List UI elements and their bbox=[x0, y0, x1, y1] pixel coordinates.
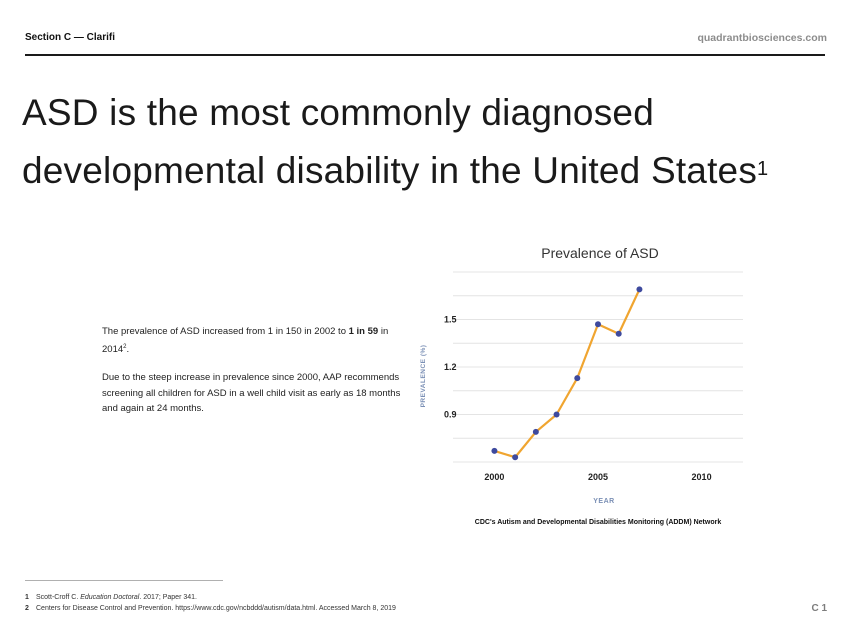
page-number: C 1 bbox=[811, 603, 827, 614]
y-tick-label: 0.9 bbox=[444, 410, 457, 420]
y-tick-label: 1.5 bbox=[444, 315, 457, 325]
series-markers bbox=[491, 286, 643, 461]
chart-title: Prevalence of ASD bbox=[541, 245, 659, 261]
chart-grid bbox=[453, 271, 743, 463]
x-tick-label: 2005 bbox=[588, 472, 608, 482]
data-point bbox=[615, 330, 622, 337]
body-paragraph-2: Due to the steep increase in prevalence … bbox=[102, 372, 401, 415]
data-point bbox=[532, 428, 539, 435]
headline-line-2: developmental disability in the United S… bbox=[22, 150, 758, 191]
footnote-1-text: Scott-Croff C. Education Doctoral. 2017;… bbox=[36, 594, 197, 601]
x-tick-label: 2000 bbox=[484, 472, 504, 482]
p1-end: . bbox=[126, 343, 130, 355]
y-tick-labels: 0.9 1.2 1.5 bbox=[444, 315, 457, 420]
section-label: Section C — Clarifi bbox=[25, 32, 116, 43]
series-line bbox=[494, 288, 641, 459]
data-point bbox=[512, 454, 519, 461]
headline-footnote-ref: 1 bbox=[757, 158, 769, 180]
chart-svg: Prevalence of ASD 0.9 1.2 1.5 2000 2005 2010… bbox=[420, 245, 743, 526]
body-text: The prevalence of ASD increased from 1 i… bbox=[102, 324, 402, 430]
headline-line-1: ASD is the most commonly diagnosed bbox=[22, 92, 654, 133]
data-point bbox=[553, 411, 560, 418]
y-tick-label: 1.2 bbox=[444, 362, 457, 372]
p1-suffix: in 2014 bbox=[102, 326, 389, 355]
data-point bbox=[636, 286, 643, 293]
footnote-2-number: 2 bbox=[25, 605, 29, 612]
x-axis-label: YEAR bbox=[593, 498, 614, 505]
footnote-2-text[interactable]: Centers for Disease Control and Preventi… bbox=[36, 605, 396, 612]
data-point bbox=[574, 375, 581, 382]
chart-source: CDC's Autism and Developmental Disabilit… bbox=[475, 519, 722, 526]
p1-prefix: The prevalence of ASD increased from 1 i… bbox=[102, 326, 349, 337]
footnote-2: 2 Centers for Disease Control and Prevent… bbox=[25, 603, 396, 614]
footnote-1-number: 1 bbox=[25, 594, 29, 601]
x-tick-label: 2010 bbox=[692, 472, 712, 482]
page-headline: ASD is the most commonly diagnosed devel… bbox=[22, 84, 842, 200]
footnote-1: 1 Scott-Croff C. Education Doctoral. 2017… bbox=[25, 592, 396, 603]
footnote-divider bbox=[25, 580, 223, 581]
site-url[interactable]: quadrantbiosciences.com bbox=[697, 32, 827, 44]
header-divider bbox=[25, 54, 825, 56]
data-point bbox=[595, 321, 601, 328]
data-point bbox=[491, 447, 498, 454]
p1-footnote-ref: 2 bbox=[123, 343, 127, 350]
body-paragraph-1: The prevalence of ASD increased from 1 i… bbox=[102, 324, 402, 357]
y-axis-label: PREVALENCE (%) bbox=[420, 345, 427, 408]
p1-bold: 1 in 59 bbox=[348, 326, 379, 337]
footnotes: 1 Scott-Croff C. Education Doctoral. 2017… bbox=[25, 592, 396, 614]
x-tick-labels: 2000 2005 2010 bbox=[484, 472, 711, 482]
prevalence-chart: Prevalence of ASD 0.9 1.2 1.5 2000 2005 2010… bbox=[410, 236, 790, 536]
